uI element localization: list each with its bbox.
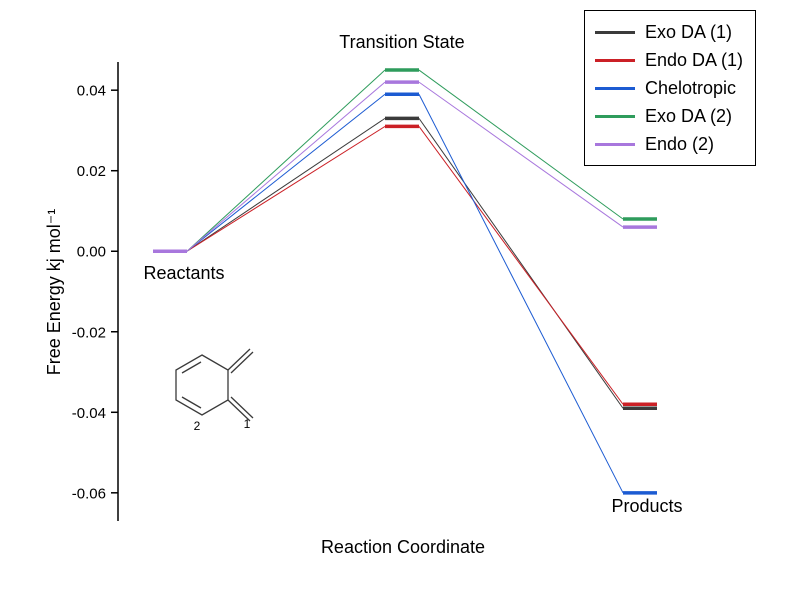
legend-line-swatch: [595, 30, 635, 34]
molecule-ring: [175, 354, 229, 416]
connector-line: [418, 118, 624, 409]
molecule-ring-doublebond-upper: [181, 361, 202, 374]
connector-line: [186, 125, 386, 252]
connector-line: [186, 81, 386, 252]
connector-line: [418, 93, 624, 494]
legend-item: Exo DA (2): [595, 102, 743, 130]
y-axis-tick-label: 0.02: [77, 163, 106, 180]
legend-line-swatch: [595, 114, 635, 118]
connector-line: [418, 69, 624, 220]
label-products: Products: [611, 496, 682, 516]
molecule-label-1: 1: [244, 417, 251, 431]
legend-label: Endo DA (1): [645, 49, 744, 70]
x-axis-title: Reaction Coordinate: [321, 537, 485, 557]
molecule-label-2: 2: [194, 419, 201, 433]
connector-line: [186, 93, 386, 252]
y-axis-tick-label: -0.06: [72, 485, 106, 502]
legend-line-swatch: [595, 86, 635, 90]
molecule-exocyclic-upper-b: [230, 351, 254, 374]
y-axis-tick-label: -0.04: [72, 405, 106, 422]
label-transition-state: Transition State: [339, 32, 464, 52]
legend-line-swatch: [595, 142, 635, 146]
molecule-structure: 1 2: [175, 348, 254, 433]
legend-label: Exo DA (1): [645, 21, 733, 42]
molecule-exocyclic-lower-b: [230, 396, 254, 419]
y-axis-tick-label: 0.04: [77, 83, 106, 100]
legend: Exo DA (1) Endo DA (1) Chelotropic Exo DA (…: [584, 10, 757, 166]
molecule-ring-doublebond-lower: [181, 396, 202, 409]
legend-item: Endo (2): [595, 130, 743, 158]
legend-item: Exo DA (1): [595, 18, 743, 46]
legend-label: Exo DA (2): [645, 105, 733, 126]
connector-line: [186, 69, 386, 252]
connector-line: [418, 126, 624, 405]
molecule-exocyclic-lower-a: [227, 399, 251, 422]
label-reactants: Reactants: [143, 263, 224, 283]
y-axis-title: Free Energy kj mol⁻¹: [44, 209, 64, 376]
legend-label: Chelotropic: [645, 77, 737, 98]
y-axis-tick-label: 0.00: [77, 244, 106, 261]
y-axis-tick-label: -0.02: [72, 324, 106, 341]
legend-label: Endo (2): [645, 133, 715, 154]
legend-item: Chelotropic: [595, 74, 743, 102]
legend-line-swatch: [595, 58, 635, 62]
legend-item: Endo DA (1): [595, 46, 743, 74]
molecule-exocyclic-upper-a: [227, 348, 251, 371]
connector-line: [186, 117, 386, 252]
connector-line: [418, 81, 624, 228]
